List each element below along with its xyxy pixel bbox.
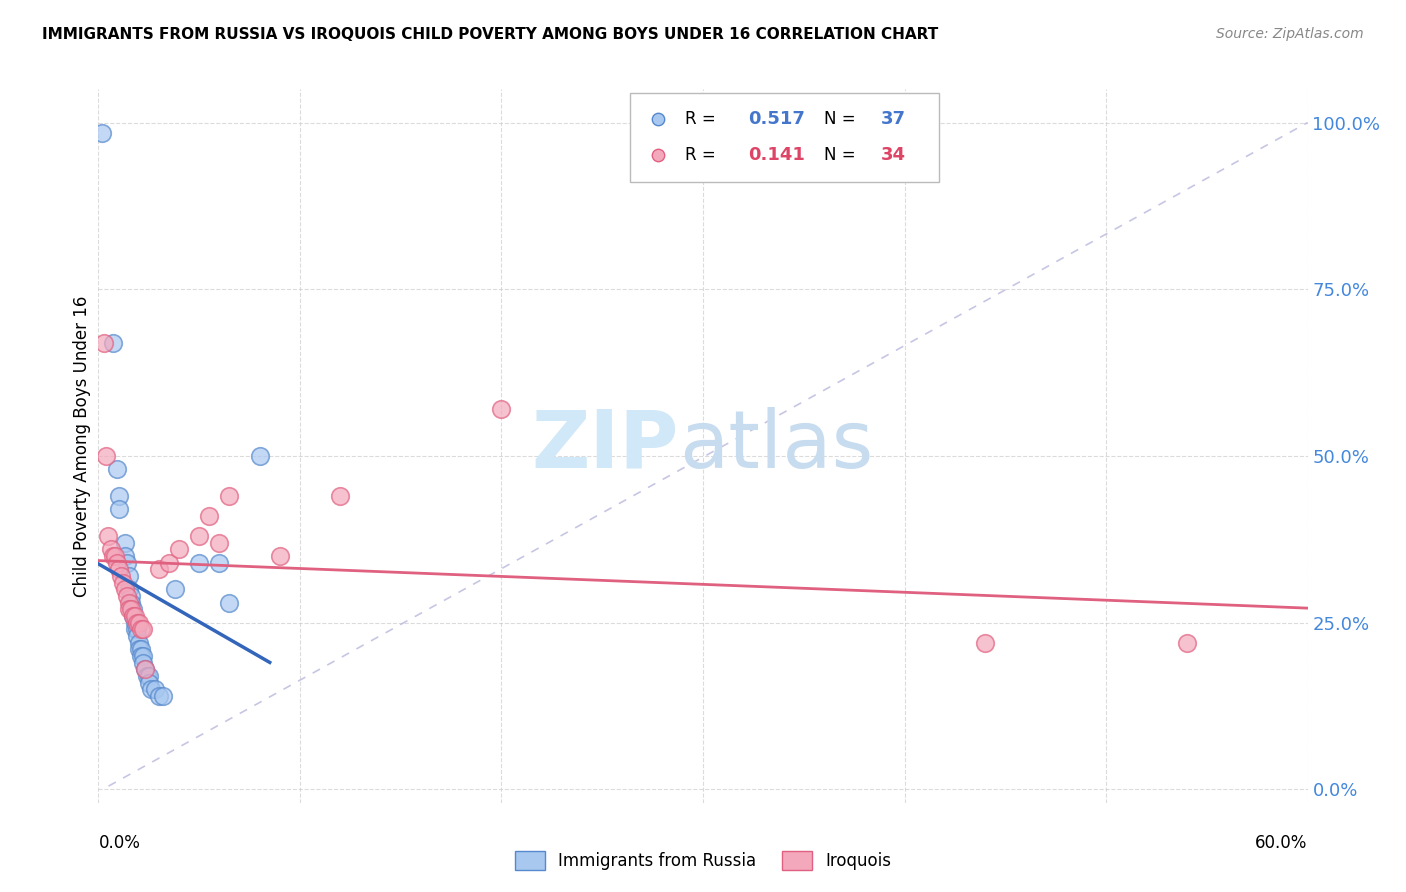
Point bbox=[114, 549, 136, 563]
Point bbox=[96, 449, 118, 463]
Point bbox=[114, 582, 136, 597]
Point bbox=[118, 602, 141, 616]
Point bbox=[143, 682, 166, 697]
Point bbox=[121, 602, 143, 616]
Text: R =: R = bbox=[685, 146, 721, 164]
Legend: Immigrants from Russia, Iroquois: Immigrants from Russia, Iroquois bbox=[509, 844, 897, 877]
Point bbox=[1175, 636, 1198, 650]
Point bbox=[121, 609, 143, 624]
Point bbox=[118, 596, 141, 610]
Point bbox=[974, 636, 997, 650]
Point bbox=[138, 669, 160, 683]
Point bbox=[218, 596, 240, 610]
Point bbox=[105, 462, 128, 476]
Point bbox=[249, 449, 271, 463]
Point bbox=[1021, 144, 1043, 158]
Point bbox=[138, 675, 160, 690]
Point bbox=[208, 535, 231, 549]
Point bbox=[125, 615, 148, 630]
Point bbox=[132, 623, 155, 637]
Point bbox=[167, 542, 190, 557]
Point bbox=[269, 549, 291, 563]
Point bbox=[135, 669, 157, 683]
Text: 0.141: 0.141 bbox=[748, 146, 804, 164]
Point bbox=[132, 656, 155, 670]
Point bbox=[198, 509, 221, 524]
Point bbox=[1021, 177, 1043, 191]
Text: Source: ZipAtlas.com: Source: ZipAtlas.com bbox=[1216, 27, 1364, 41]
Point bbox=[128, 642, 150, 657]
Point bbox=[107, 489, 129, 503]
Point bbox=[148, 689, 170, 703]
FancyBboxPatch shape bbox=[630, 93, 939, 182]
Point bbox=[107, 562, 129, 576]
Point bbox=[125, 623, 148, 637]
Point bbox=[97, 529, 120, 543]
Point bbox=[188, 556, 211, 570]
Point bbox=[93, 335, 115, 350]
Text: 60.0%: 60.0% bbox=[1256, 834, 1308, 852]
Text: ZIP: ZIP bbox=[531, 407, 679, 485]
Point bbox=[120, 596, 142, 610]
Point bbox=[121, 609, 143, 624]
Text: R =: R = bbox=[685, 111, 721, 128]
Point bbox=[134, 662, 156, 676]
Point bbox=[103, 549, 125, 563]
Point bbox=[115, 589, 138, 603]
Text: IMMIGRANTS FROM RUSSIA VS IROQUOIS CHILD POVERTY AMONG BOYS UNDER 16 CORRELATION: IMMIGRANTS FROM RUSSIA VS IROQUOIS CHILD… bbox=[42, 27, 938, 42]
Point bbox=[105, 556, 128, 570]
Point bbox=[124, 623, 146, 637]
Point bbox=[124, 609, 146, 624]
Point bbox=[152, 689, 174, 703]
Point bbox=[91, 126, 114, 140]
Point bbox=[134, 662, 156, 676]
Point bbox=[125, 629, 148, 643]
Point bbox=[101, 335, 124, 350]
Point bbox=[491, 402, 513, 417]
Text: N =: N = bbox=[824, 111, 860, 128]
Point bbox=[208, 556, 231, 570]
Point bbox=[114, 535, 136, 549]
Point bbox=[110, 569, 132, 583]
Point bbox=[120, 589, 142, 603]
Text: N =: N = bbox=[824, 146, 860, 164]
Point bbox=[163, 582, 186, 597]
Point bbox=[118, 569, 141, 583]
Point bbox=[101, 549, 124, 563]
Point bbox=[139, 682, 162, 697]
Point bbox=[129, 642, 152, 657]
Point bbox=[218, 489, 240, 503]
Point bbox=[124, 615, 146, 630]
Point bbox=[188, 529, 211, 543]
Point bbox=[107, 502, 129, 516]
Text: 0.0%: 0.0% bbox=[98, 834, 141, 852]
Point bbox=[120, 602, 142, 616]
Point bbox=[157, 556, 180, 570]
Text: atlas: atlas bbox=[679, 407, 873, 485]
Point bbox=[129, 623, 152, 637]
Point bbox=[115, 556, 138, 570]
Text: 34: 34 bbox=[880, 146, 905, 164]
Point bbox=[128, 615, 150, 630]
Point bbox=[118, 582, 141, 597]
Y-axis label: Child Poverty Among Boys Under 16: Child Poverty Among Boys Under 16 bbox=[73, 295, 91, 597]
Point bbox=[111, 575, 134, 590]
Point bbox=[148, 562, 170, 576]
Text: 0.517: 0.517 bbox=[748, 111, 804, 128]
Point bbox=[128, 636, 150, 650]
Text: 37: 37 bbox=[880, 111, 905, 128]
Point bbox=[132, 649, 155, 664]
Point bbox=[329, 489, 352, 503]
Point bbox=[100, 542, 122, 557]
Point bbox=[129, 649, 152, 664]
